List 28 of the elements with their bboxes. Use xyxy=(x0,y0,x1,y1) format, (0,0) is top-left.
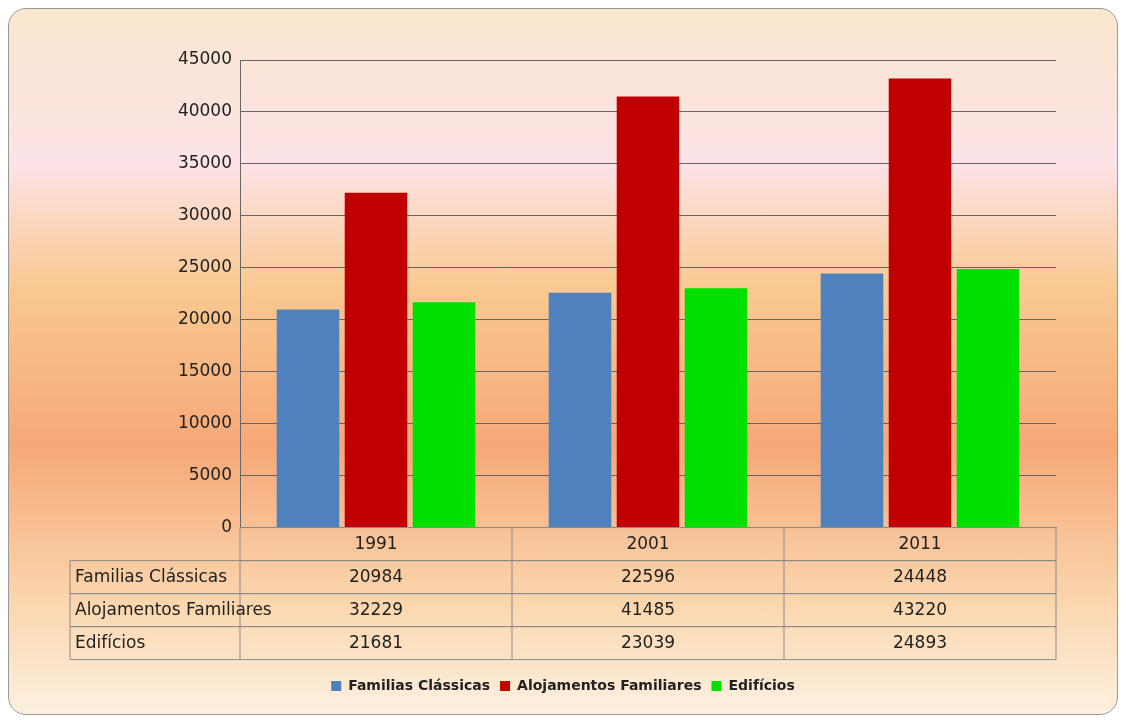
y-tick-label: 15000 xyxy=(177,360,232,381)
data-label: 21681 xyxy=(348,631,404,652)
y-tick-label: 0 xyxy=(221,516,232,537)
y-tick-label: 20000 xyxy=(177,308,232,329)
x-tick-label: 2001 xyxy=(626,533,670,554)
y-tick-label: 35000 xyxy=(177,152,232,173)
text: Alojamentos Familiares xyxy=(75,598,272,619)
text: Edifícios xyxy=(75,631,146,652)
legend-label: Edifícios xyxy=(728,676,795,693)
y-tick-label: 10000 xyxy=(177,412,232,433)
x-tick-label: 1991 xyxy=(354,533,398,554)
y-tick-label: 45000 xyxy=(177,48,232,69)
y-tick-label: 40000 xyxy=(177,100,232,121)
data-label: 43220 xyxy=(892,598,948,619)
x-tick-label: 2011 xyxy=(898,533,942,554)
data-label: 23039 xyxy=(620,631,676,652)
text: Familias Clássicas xyxy=(75,565,228,586)
y-tick-label: 25000 xyxy=(177,256,232,277)
y-tick-label: 5000 xyxy=(188,464,232,485)
data-label: 20984 xyxy=(348,565,404,586)
legend-label: Alojamentos Familiares xyxy=(517,676,702,693)
data-label: 22596 xyxy=(620,565,676,586)
legend-label: Familias Clássicas xyxy=(348,676,491,693)
data-label: 41485 xyxy=(620,598,676,619)
data-label: 24448 xyxy=(892,565,948,586)
data-label: 32229 xyxy=(348,598,404,619)
y-tick-label: 30000 xyxy=(177,204,232,225)
data-label: 24893 xyxy=(892,631,948,652)
